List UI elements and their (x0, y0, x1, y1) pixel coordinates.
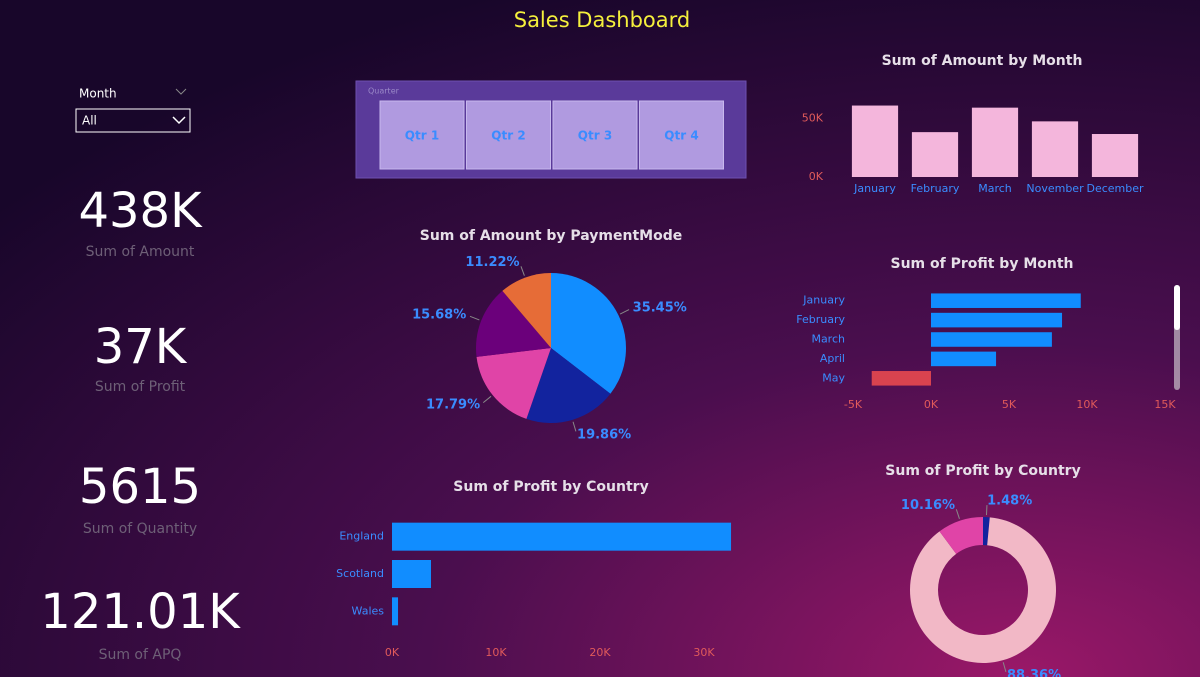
chart-title: Sum of Amount by Month (882, 53, 1083, 69)
x-tick-label: -5K (844, 398, 863, 411)
kpi-value: 37K (94, 319, 188, 375)
x-tick-label: 0K (385, 646, 400, 659)
x-tick-label: December (1086, 182, 1144, 195)
x-tick-label: November (1026, 182, 1084, 195)
y-tick-label: 0K (809, 170, 824, 183)
slicer-label: Month (79, 87, 117, 101)
x-tick-label: 20K (589, 646, 611, 659)
kpi-value: 121.01K (40, 584, 241, 640)
y-tick-label: England (339, 530, 384, 543)
bar (972, 108, 1018, 177)
slicer-value: All (82, 114, 97, 128)
data-label: 1.48% (987, 494, 1032, 509)
bar (1032, 121, 1078, 177)
chart-title: Sum of Amount by PaymentMode (420, 228, 683, 244)
bar (392, 523, 731, 551)
y-tick-label: 50K (802, 111, 824, 124)
bar (931, 352, 996, 367)
quarter-button-label: Qtr 3 (578, 129, 612, 143)
chart-title: Sum of Profit by Month (890, 256, 1073, 272)
data-label: 10.16% (901, 498, 955, 513)
bar (392, 560, 431, 588)
x-tick-label: 5K (1002, 398, 1017, 411)
chart-title: Sum of Profit by Country (885, 463, 1080, 479)
x-tick-label: February (911, 182, 960, 195)
data-label: 17.79% (426, 398, 480, 413)
x-tick-label: 10K (1076, 398, 1098, 411)
x-tick-label: January (853, 182, 896, 195)
kpi-label: Sum of APQ (99, 647, 182, 663)
x-tick-label: 15K (1154, 398, 1176, 411)
x-tick-label: 0K (924, 398, 939, 411)
bar (1092, 134, 1138, 177)
x-tick-label: 10K (485, 646, 507, 659)
data-label: 88.36% (1007, 668, 1061, 677)
data-label: 35.45% (633, 300, 687, 315)
bar (912, 132, 958, 177)
y-tick-label: Wales (352, 604, 385, 617)
y-tick-label: January (802, 294, 845, 307)
y-tick-label: February (796, 313, 845, 326)
kpi-value: 438K (78, 183, 203, 239)
y-tick-label: April (820, 352, 845, 365)
bar (931, 293, 1081, 308)
bar (852, 106, 898, 177)
y-tick-label: May (822, 371, 845, 384)
data-label: 15.68% (412, 307, 466, 322)
bar (872, 371, 931, 386)
quarter-button-label: Qtr 1 (405, 129, 439, 143)
bar (931, 332, 1052, 347)
kpi-label: Sum of Quantity (83, 521, 197, 537)
data-label: 11.22% (465, 255, 519, 270)
chart-title: Sum of Profit by Country (453, 479, 648, 495)
x-tick-label: 30K (693, 646, 715, 659)
x-tick-label: March (978, 182, 1012, 195)
kpi-value: 5615 (79, 459, 201, 515)
bar (931, 313, 1062, 328)
kpi-label: Sum of Amount (86, 244, 195, 260)
y-tick-label: Scotland (336, 567, 384, 580)
dashboard-title: Sales Dashboard (514, 8, 691, 32)
y-tick-label: March (811, 333, 845, 346)
bar (392, 597, 398, 625)
quarter-button-label: Qtr 2 (491, 129, 525, 143)
kpi-label: Sum of Profit (95, 379, 186, 395)
quarter-button-label: Qtr 4 (664, 129, 698, 143)
data-label: 19.86% (577, 428, 631, 443)
quarter-slicer-label: Quarter (368, 87, 400, 96)
scrollbar-thumb[interactable] (1174, 285, 1180, 330)
